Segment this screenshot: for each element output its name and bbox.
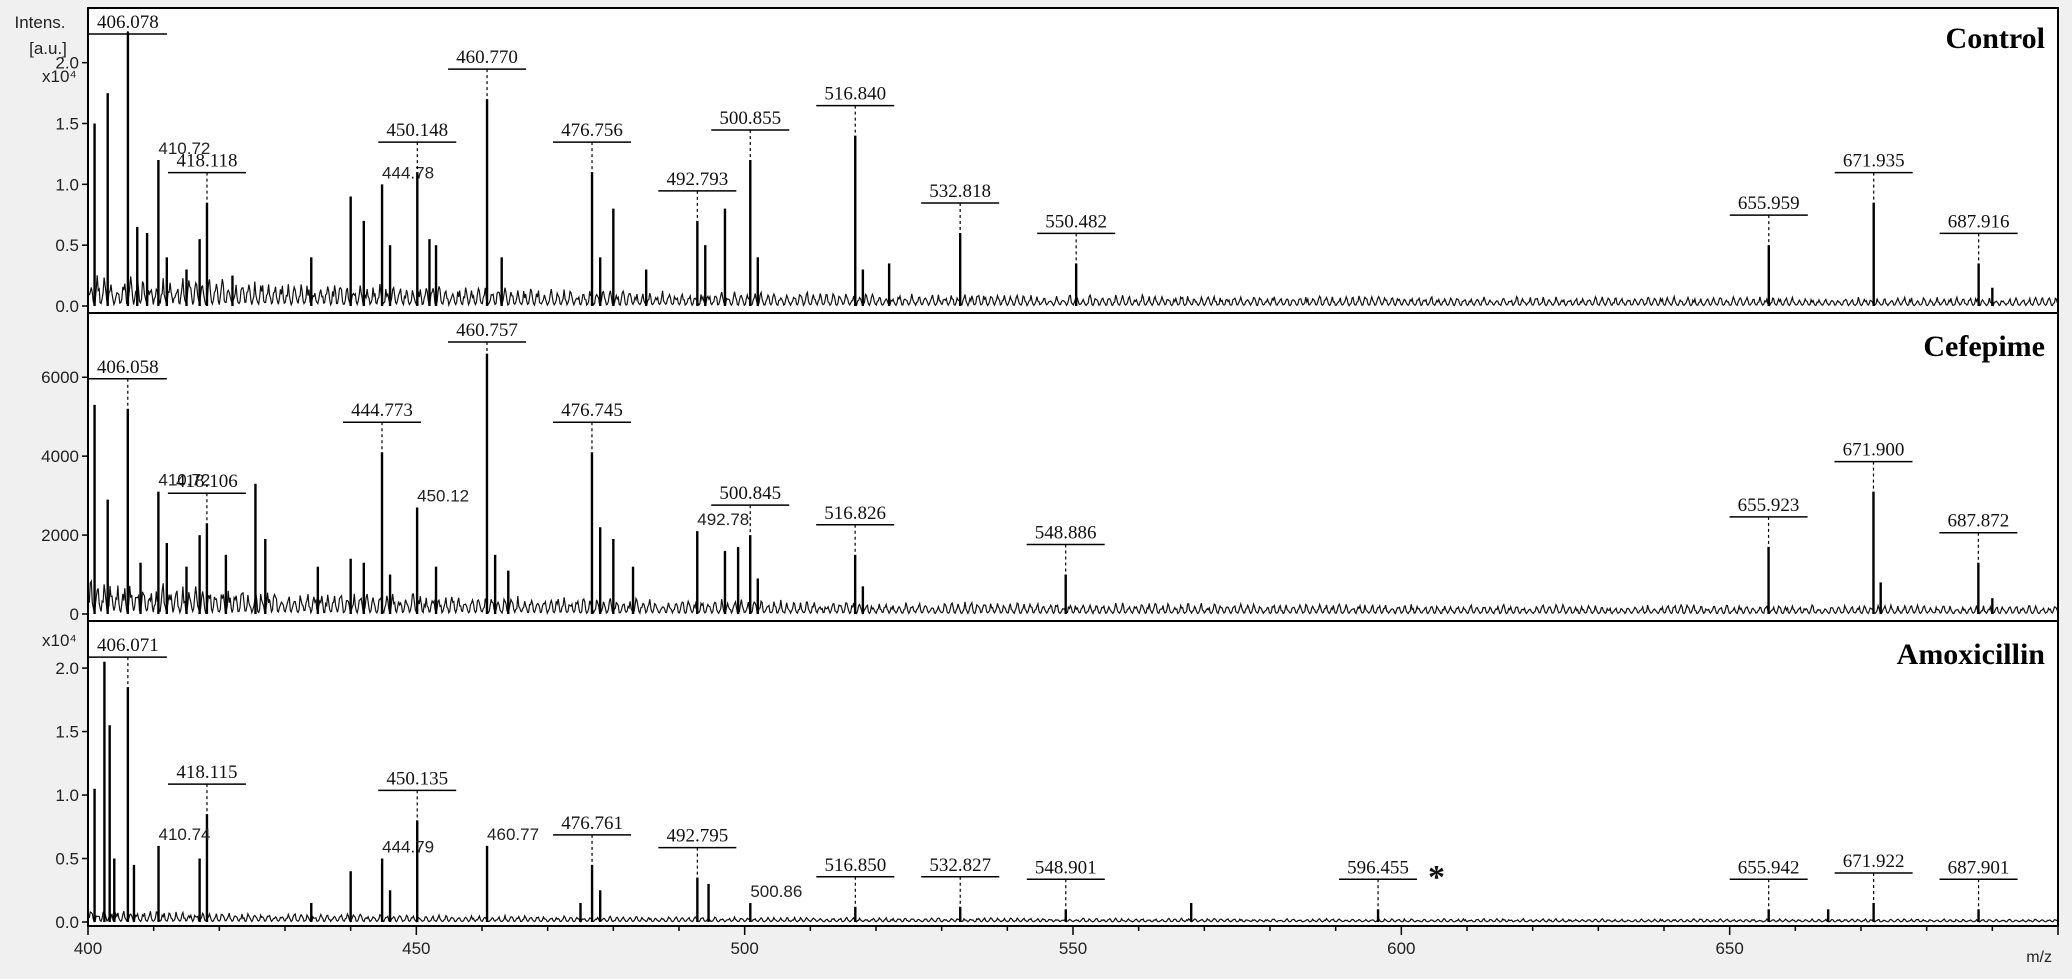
peak-label: 418.118 (176, 151, 237, 172)
peak-annotation-star: * (1428, 859, 1445, 896)
panel-title-amoxicillin: Amoxicillin (1897, 638, 2046, 671)
y-tick-label: 0.0 (55, 913, 79, 932)
panel-title-cefepime: Cefepime (1923, 330, 2045, 363)
panels: 0.00.51.01.52.0x10⁴Control406.078410.724… (41, 12, 2058, 932)
peak-label: 596.455 (1347, 857, 1409, 878)
peak-label: 550.482 (1045, 211, 1107, 232)
x-tick-label: 600 (1387, 939, 1415, 958)
peak-label-plain: 500.86 (750, 882, 802, 901)
peak-label: 687.916 (1948, 211, 2010, 232)
y-tick-label: 1.0 (55, 786, 79, 805)
peak-label-plain: 450.12 (417, 486, 469, 505)
peak-label: 406.071 (97, 635, 159, 656)
peak-label: 687.872 (1947, 511, 2009, 532)
x-tick-label: 650 (1715, 939, 1743, 958)
peak-label: 450.148 (386, 120, 448, 141)
y-tick-label: 2.0 (55, 659, 79, 678)
peak-label: 492.793 (666, 169, 728, 190)
panel-cefepime: 0 2000 4000 6000 Cefepime 406.058 410.72418.10… (41, 320, 2058, 624)
peak-label: 450.135 (386, 768, 448, 789)
peak-label: 671.922 (1843, 851, 1905, 872)
peak-label: 500.855 (719, 108, 781, 129)
peak-label: 548.886 (1035, 523, 1097, 544)
peak-label-plain: 410.72 (158, 471, 210, 490)
peak-label: 516.840 (824, 84, 886, 105)
peak-label: 418.115 (176, 762, 237, 783)
peak-label: 460.757 (456, 320, 518, 341)
panel-control: 0.00.51.01.52.0x10⁴Control406.078410.724… (42, 12, 2058, 316)
x-tick-label: 500 (730, 939, 758, 958)
y-exponent-label: x10⁴ (42, 67, 77, 86)
peak-label: 655.923 (1738, 495, 1800, 516)
y-tick-label: 2000 (41, 526, 79, 545)
peak-label: 671.935 (1843, 151, 1905, 172)
y-tick-label: 1.0 (55, 175, 79, 194)
y-tick-label: 0.0 (55, 297, 79, 316)
x-tick-label: 550 (1059, 939, 1087, 958)
y-tick-label: 0 (70, 605, 79, 624)
peak-label: 516.850 (824, 855, 886, 876)
peak-label-plain: 444.78 (382, 163, 434, 182)
peak-label-plain: 410.72 (158, 139, 210, 158)
y-axis-label-line2: [a.u.] (29, 39, 67, 58)
y-exponent-label: x10⁴ (42, 631, 77, 650)
peak-label: 460.770 (456, 47, 518, 68)
y-tick-label: 4000 (41, 447, 79, 466)
peak-label: 516.826 (824, 503, 886, 524)
y-tick-label: 1.5 (55, 115, 79, 134)
peak-label: 655.942 (1738, 857, 1800, 878)
peak-label: 444.773 (351, 400, 413, 421)
panel-title-control: Control (1946, 22, 2045, 55)
peak-label: 500.845 (719, 483, 781, 504)
peak-label: 548.901 (1035, 857, 1097, 878)
peak-label-plain: 410.74 (159, 825, 211, 844)
peak-label: 406.078 (97, 12, 159, 33)
y-tick-label: 1.5 (55, 723, 79, 742)
peak-label: 418.106 (176, 471, 238, 492)
peak-label-plain: 444.79 (382, 838, 434, 857)
peak-label: 492.795 (666, 826, 728, 847)
x-tick-label: 450 (402, 939, 430, 958)
y-tick-label: 2.0 (55, 54, 79, 73)
peak-label: 687.901 (1948, 857, 2010, 878)
peak-label: 532.818 (929, 181, 991, 202)
y-axis-label-line1: Intens. (14, 13, 65, 32)
peak-label-plain: 460.77 (487, 825, 539, 844)
peak-label: 406.058 (97, 357, 159, 378)
peak-label: 655.959 (1738, 193, 1800, 214)
panel-amoxicillin: 0.0 0.5 1.0 1.5 2.0 x10⁴ Amoxicillin 406.071 410… (42, 631, 2058, 932)
x-tick-label: 400 (74, 939, 102, 958)
y-tick-label: 6000 (41, 368, 79, 387)
peak-label-plain: 492.78 (697, 510, 749, 529)
peak-label: 476.745 (561, 400, 623, 421)
plot-area (87, 7, 2059, 927)
peak-label: 671.900 (1843, 440, 1905, 461)
peak-label: 476.761 (561, 813, 623, 834)
y-tick-label: 0.5 (55, 236, 79, 255)
x-axis-label: m/z (2026, 949, 2052, 966)
x-axis: 400 450 500 550 600 650 (74, 926, 2059, 958)
peak-label: 532.827 (929, 855, 991, 876)
y-tick-label: 0.5 (55, 850, 79, 869)
peak-label: 476.756 (561, 120, 623, 141)
